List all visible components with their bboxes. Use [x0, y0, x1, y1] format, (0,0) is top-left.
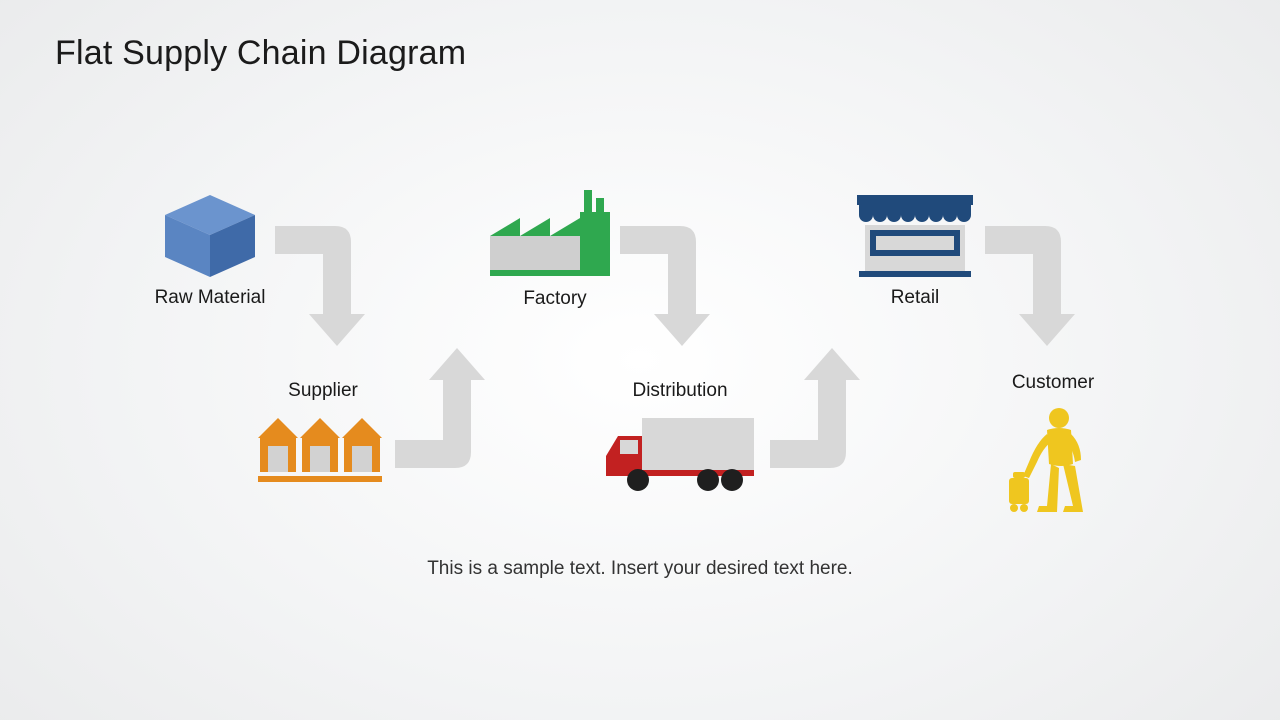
arrow-distribution-to-retail [770, 348, 860, 468]
node-raw-material: Raw Material [150, 195, 270, 309]
node-retail: Retail [840, 195, 990, 309]
node-label: Raw Material [150, 287, 270, 309]
truck-icon [600, 414, 760, 494]
diagram-stage: Raw Material Factory [0, 0, 1280, 720]
caption-text: This is a sample text. Insert your desir… [410, 556, 870, 582]
retail-icon [855, 195, 975, 277]
arrow-factory-to-distribution [620, 226, 710, 346]
node-factory: Factory [480, 190, 630, 310]
node-label: Supplier [248, 380, 398, 402]
arrow-raw-to-supplier [275, 226, 365, 346]
cube-icon [165, 195, 255, 277]
node-supplier: Supplier [248, 380, 398, 484]
factory-icon [490, 190, 620, 278]
node-label: Retail [840, 287, 990, 309]
node-customer: Customer [988, 372, 1118, 516]
customer-icon [1003, 406, 1103, 516]
node-label: Distribution [590, 380, 770, 402]
node-distribution: Distribution [590, 380, 770, 494]
supplier-icon [258, 414, 388, 484]
arrow-retail-to-customer [985, 226, 1075, 346]
node-label: Customer [988, 372, 1118, 394]
arrow-supplier-to-factory [395, 348, 485, 468]
node-label: Factory [480, 288, 630, 310]
